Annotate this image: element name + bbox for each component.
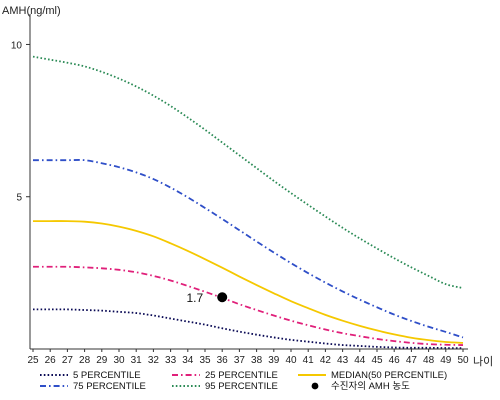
patient-amh-value-label: 1.7	[187, 291, 204, 305]
patient-amh-point	[217, 292, 228, 303]
series-line-2	[33, 265, 464, 346]
x-tick-label: 36	[217, 355, 229, 366]
x-tick-label: 35	[199, 355, 211, 366]
series-lines	[32, 55, 464, 350]
legend-item-1: 5 PERCENTILE	[40, 370, 141, 381]
legend: 5 PERCENTILE 25 PERCENTILE MEDIAN(50 PERCE…	[40, 370, 447, 392]
x-tick-label: 32	[148, 355, 160, 366]
x-tick-label: 42	[320, 355, 332, 366]
legend-label: 25 PERCENTILE	[205, 370, 278, 381]
x-tick-label: 44	[354, 355, 366, 366]
x-tick-label: 31	[131, 355, 143, 366]
legend-label: MEDIAN(50 PERCENTILE)	[331, 370, 447, 381]
legend-item-6: 수진자의 AMH 농도	[311, 381, 410, 392]
x-tick-label: 30	[113, 355, 125, 366]
x-tick-label: 39	[268, 355, 280, 366]
axes: AMH(ng/ml) 나이	[2, 5, 493, 368]
series-line-5	[32, 55, 464, 289]
x-tick-label: 40	[285, 355, 297, 366]
y-axis-title: AMH(ng/ml)	[2, 5, 61, 17]
legend-label: 수진자의 AMH 농도	[331, 381, 410, 392]
x-tick-label: 34	[182, 355, 194, 366]
x-tick-label: 27	[62, 355, 74, 366]
x-tick-label: 49	[440, 355, 452, 366]
x-tick-label: 29	[96, 355, 108, 366]
x-tick-label: 46	[389, 355, 401, 366]
series-line-1	[33, 308, 464, 350]
x-tick-label: 50	[457, 355, 469, 366]
legend-label: 95 PERCENTILE	[205, 381, 278, 392]
x-tick-label: 38	[251, 355, 263, 366]
legend-item-3: MEDIAN(50 PERCENTILE)	[298, 370, 447, 381]
x-axis-title: 나이	[473, 355, 493, 368]
series-line-4	[32, 159, 464, 339]
tick-labels: 5 10 25 26 27 28 29 30 31 32 33 34 35 36 37 38 39 40 41 42 4…	[11, 40, 469, 366]
x-tick-label: 45	[371, 355, 383, 366]
y-tick-label: 5	[16, 193, 22, 204]
x-tick-label: 48	[423, 355, 435, 366]
series-line-3	[33, 220, 464, 344]
patient-point-group: 1.7	[187, 291, 228, 305]
legend-label: 75 PERCENTILE	[73, 381, 146, 392]
legend-dot-marker	[311, 382, 319, 390]
x-tick-label: 33	[165, 355, 177, 366]
x-tick-label: 37	[234, 355, 246, 366]
y-tick-label: 10	[11, 40, 23, 51]
x-tick-label: 26	[45, 355, 57, 366]
x-tick-label: 47	[406, 355, 418, 366]
legend-item-5: 95 PERCENTILE	[172, 381, 278, 392]
x-tick-label: 43	[337, 355, 349, 366]
x-tick-label: 28	[79, 355, 91, 366]
legend-item-2: 25 PERCENTILE	[172, 370, 278, 381]
legend-item-4: 75 PERCENTILE	[40, 381, 146, 392]
legend-label: 5 PERCENTILE	[73, 370, 141, 381]
x-tick-label: 41	[303, 355, 315, 366]
x-tick-label: 25	[27, 355, 39, 366]
